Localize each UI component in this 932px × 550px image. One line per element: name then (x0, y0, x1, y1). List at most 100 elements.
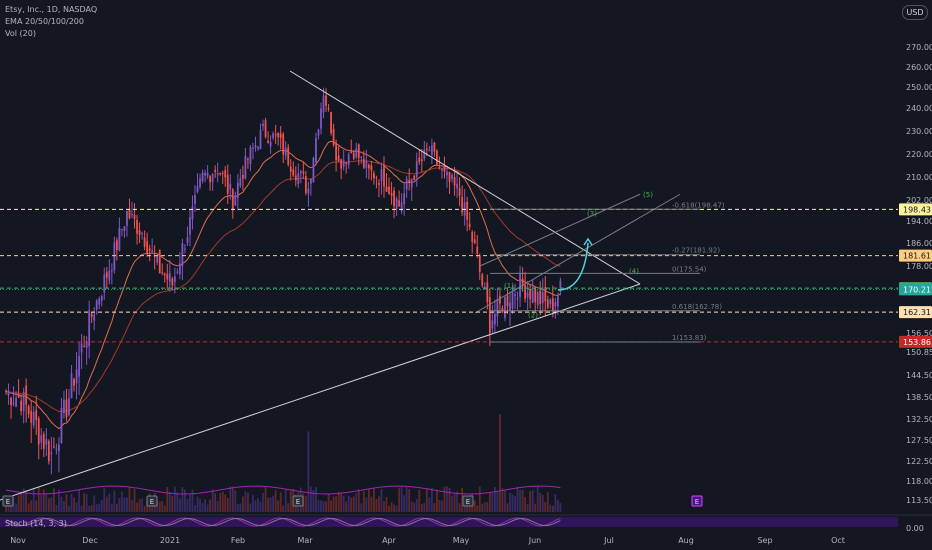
candle-body (153, 255, 156, 257)
volume-bar (199, 498, 201, 512)
volume-bar (284, 488, 287, 512)
candle-body (534, 287, 537, 302)
volume-bar (176, 492, 179, 512)
volume-bar (506, 503, 509, 512)
volume-bar (436, 489, 438, 512)
volume-bar (373, 488, 375, 512)
candle-body (83, 346, 86, 348)
drawings-layer[interactable]: -0.618(198.47) -0.27(181.92) 0(175.54) 0.61… (0, 70, 898, 507)
volume-bar (509, 492, 511, 512)
price-tick-label: 132.50 (906, 415, 932, 424)
time-tick-label: Oct (831, 536, 845, 545)
volume-bar (441, 500, 443, 512)
wave-label[interactable]: (5) (643, 191, 653, 199)
ascending-trendline[interactable] (0, 283, 641, 501)
earnings-marker[interactable]: E (292, 495, 304, 507)
earnings-marker[interactable]: E (462, 495, 474, 507)
volume-bar (224, 494, 227, 512)
volume-bar (423, 503, 426, 512)
candle-body (549, 299, 552, 305)
volume-indicator-label[interactable]: Vol (20) (5, 29, 36, 38)
earnings-marker-box (691, 495, 703, 507)
candle-body (357, 144, 360, 158)
candle-body (204, 172, 206, 176)
wave-label[interactable]: (4) (629, 268, 639, 276)
volume-bar (556, 499, 559, 512)
earnings-marker[interactable]: E (691, 495, 703, 507)
volume-bar (85, 494, 88, 512)
volume-bar (221, 491, 224, 512)
candle-body (259, 130, 262, 150)
fib-level-label: -0.618(198.47) (672, 201, 725, 209)
candle-body (486, 282, 489, 303)
currency-button[interactable]: USD (902, 5, 928, 20)
candle-body (289, 166, 292, 172)
candle-body (448, 172, 451, 182)
volume-bar (32, 487, 35, 512)
candle-body (373, 173, 375, 179)
candle-body (148, 248, 151, 251)
descending-trendline[interactable] (289, 70, 641, 285)
wave-label[interactable]: (3) (587, 210, 597, 218)
candle-body (7, 390, 10, 396)
volume-bar (357, 489, 360, 512)
candle-body (423, 149, 426, 159)
candle-body (184, 248, 186, 250)
candle-body (173, 276, 176, 283)
candle-body (234, 195, 237, 206)
volume-bar (304, 496, 307, 512)
volume-bar (60, 496, 63, 512)
projection-arrow[interactable] (557, 242, 589, 291)
volume-bar (516, 486, 519, 512)
volume-bar (131, 499, 133, 512)
ema-indicator-label[interactable]: EMA 20/50/100/200 (5, 17, 84, 26)
volume-bar (244, 491, 247, 512)
candle-body (478, 255, 481, 272)
wave-label[interactable]: (2) (528, 311, 538, 319)
volume-bar (234, 490, 237, 512)
volume-bar (105, 496, 108, 512)
price-tick-label: 202.00 (906, 196, 932, 205)
channel-line[interactable] (474, 193, 681, 314)
volume-bar (488, 491, 491, 512)
candle-body (390, 192, 393, 196)
candle-body (476, 246, 479, 254)
candle-body (345, 162, 348, 164)
volume-bar (239, 503, 242, 512)
volume-bar (486, 501, 489, 512)
wave-label[interactable]: (1) (504, 282, 514, 290)
volume-bar (274, 490, 277, 512)
stochastic-pane[interactable] (0, 514, 932, 527)
volume-bar (146, 501, 149, 512)
price-tick-label: 156.50 (906, 329, 932, 338)
candle-body (302, 171, 305, 174)
candle-body (451, 174, 453, 179)
stoch-indicator-label[interactable]: Stoch (14, 3, 3) (5, 519, 67, 528)
candle-body (304, 176, 307, 193)
candle-body (428, 150, 431, 152)
candle-body (360, 156, 363, 158)
candle-body (335, 142, 338, 161)
volume-bar (310, 486, 312, 512)
price-tick-label: 220.00 (906, 150, 932, 159)
earnings-marker[interactable]: E (146, 495, 158, 507)
volume-bar (413, 502, 416, 512)
symbol-title[interactable]: Etsy, Inc., 1D, NASDAQ (5, 5, 98, 14)
candle-body (420, 159, 423, 161)
volume-bar (493, 487, 496, 512)
volume-bar (196, 496, 199, 512)
channel-line[interactable] (479, 193, 641, 267)
candle-body (236, 182, 239, 199)
candle-body (209, 176, 212, 183)
volume-bar (123, 497, 126, 512)
volume-bar (247, 492, 249, 512)
earnings-marker[interactable]: E (2, 495, 14, 507)
volume-bar (236, 504, 239, 512)
volume-bar (121, 491, 123, 512)
volume-bar (546, 492, 549, 512)
candle-body (201, 172, 204, 182)
price-tick-label: 138.50 (906, 393, 932, 402)
candle-body (544, 287, 547, 302)
candle-body (514, 294, 516, 296)
